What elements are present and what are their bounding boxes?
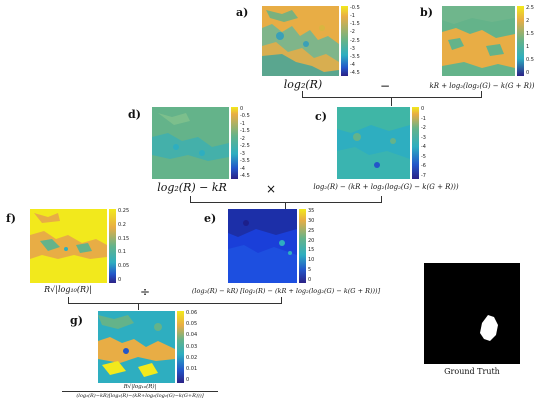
colorbar-tick: -1.5 [240,128,250,135]
colorbar-tick: 0 [118,277,122,283]
colorbar-tick: 25 [308,227,315,234]
colorbar-tick: 2 [526,18,530,24]
colorbar-tick: 0.05 [186,321,198,328]
panel-f-colorbar [109,209,116,283]
panel-g-heatmap [98,311,175,383]
connector-fe [138,303,139,310]
colorbar-tick: 1 [526,44,530,50]
colorbar-tick: -1 [421,115,426,122]
colorbar-tick: 0 [186,377,190,383]
colorbar-tick: 1.5 [526,31,534,37]
colorbar-tick: 30 [308,217,315,224]
colorbar-tick: -1 [240,120,245,127]
colorbar-tick: -7 [421,173,426,179]
colorbar-tick: 0.02 [186,354,198,361]
colorbar-tick: -4.5 [240,173,250,179]
panel-c-colorbar [412,107,419,179]
colorbar-tick: -2 [421,125,426,132]
colorbar-tick: -2.5 [240,143,250,150]
ground-truth-label: Ground Truth [444,367,500,376]
colorbar-tick: -0.5 [350,5,360,11]
panel-e-heatmap [228,209,297,283]
ground-truth-mask [424,263,520,364]
connector-ab [391,97,392,106]
colorbar-tick: 0 [526,70,530,76]
connector-dc [285,202,286,210]
panel-d-label: d) [128,108,141,121]
colorbar-tick: 0.1 [118,249,126,256]
colorbar-tick: -4 [421,144,426,151]
colorbar-tick: -2 [240,135,245,142]
panel-g-label: g) [70,314,83,327]
colorbar-tick: 0.04 [186,332,198,339]
colorbar-tick: 0.15 [118,235,130,242]
fraction-bar [62,391,218,392]
panel-f-heatmap [30,209,107,283]
colorbar-tick: -4.5 [350,70,360,76]
colorbar-tick: -3 [350,45,355,52]
panel-a-colorbar [341,6,348,76]
colorbar-tick: 0 [308,277,312,283]
times-operator: × [266,182,277,196]
panel-e-expression: (log₂(R) − kR) [log₂(R) − (kR + log₂(log… [191,287,381,295]
bracket-fe [68,297,282,304]
panel-b-expression: kR + log₂(log₂(G) − k(G + R)) [429,82,535,90]
panel-e-colorbar [299,209,306,283]
panel-a-expression: log₂(R) [283,78,323,91]
panel-g-denominator: (log₂(R)−kR)[log₂(R)−(kR+log₂(log₂(G)−k(… [76,393,204,399]
panel-b-label: b) [420,6,433,19]
panel-e-label: e) [204,212,217,225]
panel-a-heatmap [262,6,339,76]
colorbar-tick: 0.03 [186,343,198,350]
bracket-ab [302,91,482,98]
panel-f-expression: R√|log₁₀(R)| [44,285,92,294]
colorbar-tick: -6 [421,163,426,170]
colorbar-tick: -0.5 [240,113,250,120]
panel-c-heatmap [337,107,410,179]
colorbar-tick: 0 [240,106,244,112]
colorbar-tick: 0.05 [118,263,130,270]
colorbar-tick: -4 [350,61,355,68]
colorbar-tick: 0.06 [186,310,198,316]
colorbar-tick: -1.5 [350,21,360,28]
colorbar-tick: 20 [308,237,315,244]
bracket-dc [190,196,382,203]
colorbar-tick: -2 [350,29,355,36]
colorbar-tick: 5 [308,267,312,274]
colorbar-tick: -5 [421,153,426,160]
panel-b-colorbar [517,6,524,76]
panel-d-expression: log₂(R) − kR [157,181,227,194]
panel-b-heatmap [442,6,515,76]
colorbar-tick: 15 [308,247,315,254]
colorbar-tick: 0.01 [186,365,198,372]
colorbar-tick: -1 [350,13,355,20]
minus-operator: − [380,79,391,93]
colorbar-tick: 0 [421,106,425,112]
colorbar-tick: 35 [308,208,315,214]
colorbar-tick: -3.5 [350,53,360,60]
divide-operator: ÷ [140,285,151,299]
panel-d-heatmap [152,107,229,179]
colorbar-tick: 0.5 [526,57,534,63]
panel-c-expression: log₂(R) − (kR + log₂(log₂(G) − k(G + R))… [313,183,459,191]
panel-f-label: f) [6,212,16,225]
colorbar-tick: 0.2 [118,221,126,228]
panel-g-numerator: R√|log₁₀(R)| [123,384,157,390]
panel-a-label: a) [236,6,249,19]
panel-g-colorbar [177,311,184,383]
colorbar-tick: -2.5 [350,37,360,44]
colorbar-tick: -4 [240,165,245,172]
colorbar-tick: -3 [421,134,426,141]
colorbar-tick: 2.5 [526,5,534,11]
colorbar-tick: 0.25 [118,208,130,214]
colorbar-tick: -3 [240,150,245,157]
colorbar-tick: -3.5 [240,158,250,165]
panel-c-label: c) [315,110,327,123]
colorbar-tick: 10 [308,257,315,264]
panel-d-colorbar [231,107,238,179]
